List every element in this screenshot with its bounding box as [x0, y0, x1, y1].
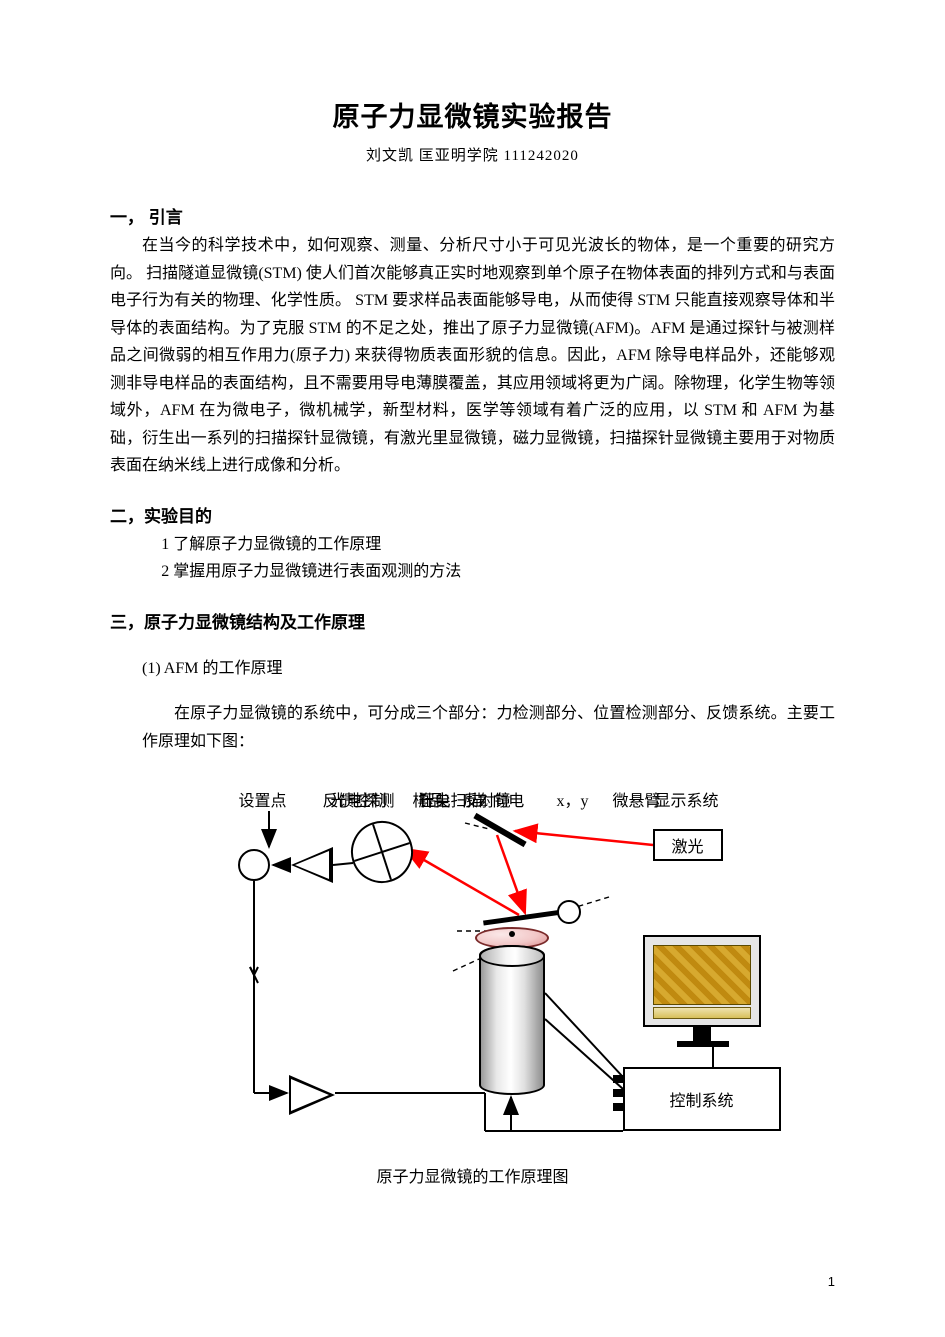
control-system-label: 控制系统	[669, 1087, 733, 1111]
laser-box: 激光	[653, 829, 723, 861]
label-zdir: Z 向电	[479, 787, 525, 811]
page-title: 原子力显微镜实验报告	[110, 95, 835, 134]
cantilever-holder	[557, 900, 581, 924]
afm-principle-diagram: 设置点 反射镜 光电探测 微悬臂 针尖 样品 显示系统 x，y 反馈控制 压电扫…	[153, 787, 793, 1157]
label-cantilever: 微悬臂	[613, 787, 661, 811]
section-heading-principle: 三，原子力显微镜结构及工作原理	[110, 608, 835, 633]
author-line: 刘文凯 匡亚明学院 111242020	[110, 144, 835, 165]
intro-paragraph: 在当今的科学技术中，如何观察、测量、分析尺寸小于可见光波长的物体，是一个重要的研…	[110, 232, 835, 480]
port-icon	[613, 1103, 625, 1111]
amplifier-1	[291, 847, 333, 883]
diagram-caption: 原子力显微镜的工作原理图	[110, 1163, 835, 1187]
section-heading-intro: 一， 引言	[110, 203, 835, 228]
amplifier-2	[289, 1075, 335, 1115]
monitor-icon	[643, 935, 761, 1027]
label-xy: x，y	[557, 787, 589, 811]
control-system-box: 控制系统	[623, 1067, 781, 1131]
goal-item-1: 1 了解原子力显微镜的工作原理	[110, 531, 835, 559]
tip-dot-icon	[509, 931, 515, 937]
port-icon	[613, 1089, 625, 1097]
monitor-base	[677, 1041, 729, 1047]
monitor-toolbar	[653, 1007, 751, 1019]
goal-item-2: 2 掌握用原子力显微镜进行表面观测的方法	[110, 558, 835, 586]
label-feedback: 反馈控制	[323, 787, 387, 811]
monitor-screen	[653, 945, 751, 1005]
laser-box-label: 激光	[671, 833, 703, 857]
summing-node	[238, 849, 270, 881]
subsection-heading: (1) AFM 的工作原理	[110, 655, 835, 683]
piezo-scanner	[479, 945, 545, 1095]
subsection-text: 在原子力显微镜的系统中，可分成三个部分：力检测部分、位置检测部分、反馈系统。主要…	[110, 700, 835, 755]
label-piezo: 压电扫描	[419, 787, 483, 811]
label-setpoint: 设置点	[239, 787, 287, 811]
document-page: 原子力显微镜实验报告 刘文凯 匡亚明学院 111242020 一， 引言 在当今…	[0, 0, 945, 1227]
monitor-stand	[693, 1027, 711, 1041]
section-heading-goals: 二，实验目的	[110, 502, 835, 527]
page-number: 1	[828, 1274, 835, 1289]
label-display: 显示系统	[655, 787, 719, 811]
port-icon	[613, 1075, 625, 1083]
